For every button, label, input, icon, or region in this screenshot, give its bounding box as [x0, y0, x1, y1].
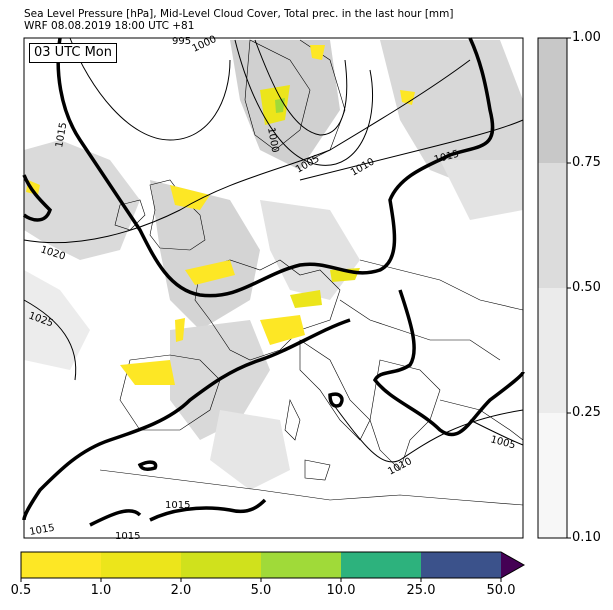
- isobars-thin: [23, 37, 524, 463]
- precip-colorbar-segment: [421, 552, 501, 578]
- isobar-label: 1015: [29, 523, 56, 538]
- cloud-colorbar: [537, 37, 571, 539]
- isobar-label: 1015: [115, 531, 140, 542]
- isobar-label: 1015: [54, 122, 69, 149]
- precip-colorbar-tick: 25.0: [406, 583, 436, 598]
- precip-colorbar-tick: 5.0: [250, 583, 272, 598]
- cloud-colorbar-tick: 0.75: [572, 155, 601, 170]
- isobar-label: 1000: [265, 127, 280, 154]
- precip-colorbar-tick: 0.5: [10, 583, 32, 598]
- precip-colorbar-tick: 50.0: [486, 583, 516, 598]
- precip-colorbar: [20, 551, 526, 582]
- cloud-colorbar-tick: 1.00: [572, 30, 601, 45]
- cloud-colorbar-segment: [538, 288, 567, 413]
- cloud-colorbar-tick: 0.50: [572, 280, 601, 295]
- precip-colorbar-segment: [341, 552, 421, 578]
- precip-colorbar-tick: 2.0: [170, 583, 192, 598]
- precip-colorbar-frame: [20, 551, 526, 579]
- isobar-label: 995: [172, 36, 191, 47]
- cloud-colorbar-segment: [538, 413, 567, 538]
- precip-colorbar-extend-arrow: [501, 552, 524, 578]
- precip-colorbar-tick: 1.0: [90, 583, 112, 598]
- cloud-colorbar-tick: 0.10: [572, 530, 601, 545]
- map-subtitle: WRF 08.08.2019 18:00 UTC +81: [24, 20, 195, 32]
- valid-time-label: 03 UTC Mon: [29, 43, 117, 63]
- coastlines: [99, 39, 524, 506]
- precip-colorbar-segment: [261, 552, 341, 578]
- map-frame: [23, 37, 524, 539]
- map-title: Sea Level Pressure [hPa], Mid-Level Clou…: [24, 8, 454, 20]
- precip-colorbar-segment: [181, 552, 261, 578]
- cloud-colorbar-segment: [538, 163, 567, 288]
- precip-colorbar-tick: 10.0: [326, 583, 356, 598]
- isobars-thick: [22, 37, 525, 527]
- precip-colorbar-segment: [101, 552, 181, 578]
- precip-colorbar-segment: [21, 552, 101, 578]
- cloud-colorbar-segment: [538, 38, 567, 163]
- isobar-label: 1015: [165, 500, 190, 511]
- cloud-colorbar-tick: 0.25: [572, 405, 601, 420]
